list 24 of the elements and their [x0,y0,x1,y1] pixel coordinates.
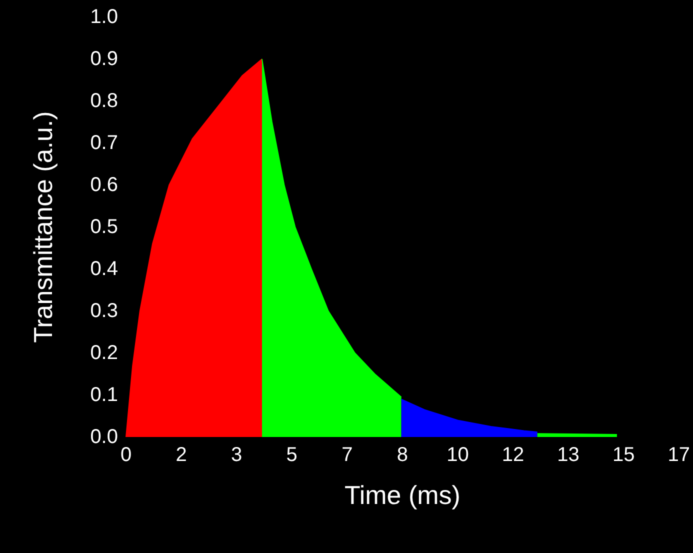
x-tick-label: 13 [557,444,580,466]
x-tick-label: 3 [231,444,242,466]
x-tick-label: 17 [668,444,690,466]
x-tick-label: 2 [176,444,187,466]
x-tick-label: 5 [286,444,298,466]
x-tick-label: 0 [120,444,132,466]
y-tick-label: 0.2 [90,342,118,364]
x-tick-label: 7 [342,444,353,466]
y-tick-label: 0.3 [90,300,118,322]
x-tick-label: 10 [446,444,469,466]
x-tick-label: 8 [396,444,408,466]
y-tick-label: 0.4 [90,258,118,280]
x-axis-title: Time (ms) [344,480,460,510]
y-tick-label: 0.7 [90,132,118,154]
x-tick-label: 15 [612,444,635,466]
y-tick-label: 0.8 [90,90,118,112]
y-tick-label: 0.6 [90,174,118,196]
y-tick-label: 0.9 [90,48,118,70]
y-axis-title: Transmittance (a.u.) [28,111,58,343]
x-tick-label: 12 [502,444,524,466]
y-tick-label: 0.5 [90,216,118,238]
y-tick-label: 0.1 [90,384,118,406]
y-tick-label: 1.0 [90,6,118,28]
y-tick-label: 0.0 [90,426,118,448]
